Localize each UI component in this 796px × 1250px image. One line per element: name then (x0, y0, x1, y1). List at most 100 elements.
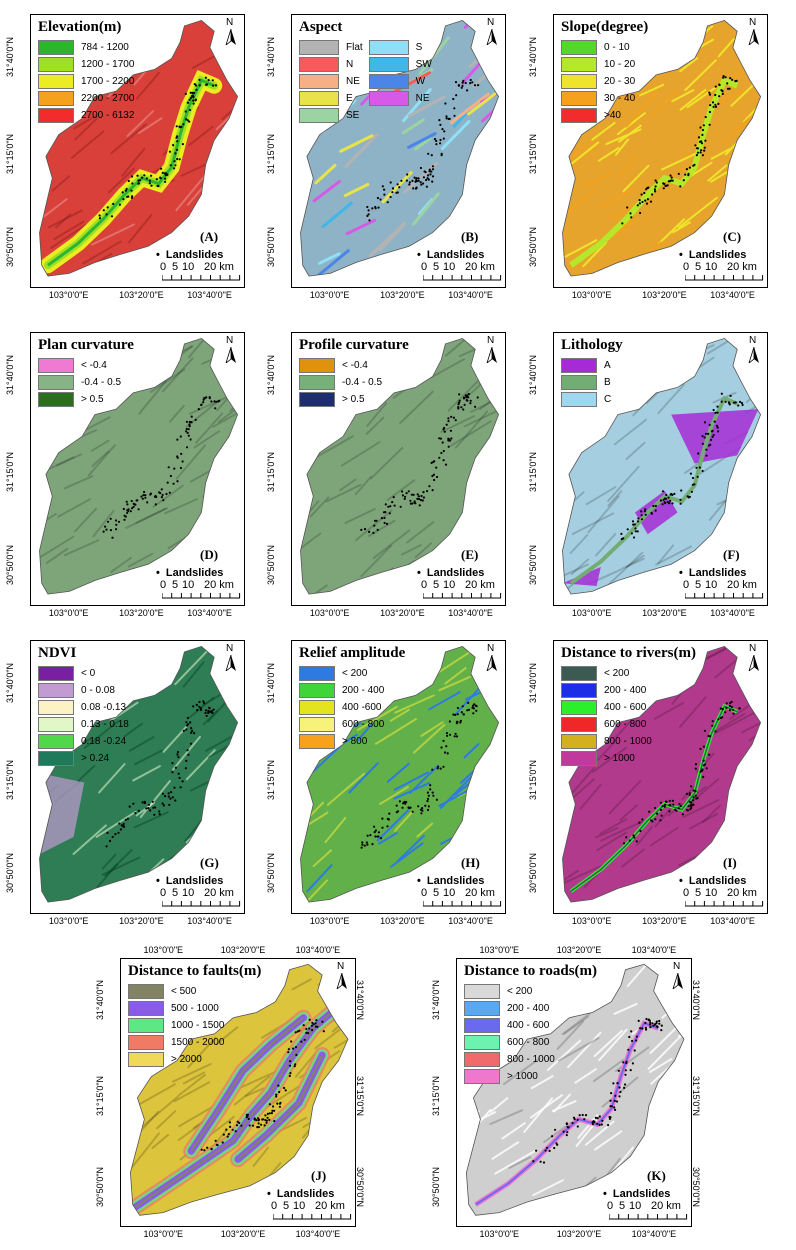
legend-swatch (464, 1001, 500, 1016)
map-legend: < 200 200 - 400 400 - 600 600 - 800 800 - 10… (464, 983, 555, 1085)
landslides-label: Landslides (688, 567, 747, 579)
longitude-tick: 103°20'0"E (220, 1229, 266, 1239)
legend-label: < -0.4 (81, 360, 107, 371)
latitude-tick: 30°50'0"N (266, 544, 277, 585)
map-legend: < -0.4 -0.4 - 0.5 > 0.5 (299, 357, 382, 408)
map-title: Slope(degree) (561, 19, 649, 35)
legend-label: 400 -600 (342, 702, 382, 713)
north-letter: N (673, 961, 681, 972)
landslides-legend: • Landslides (156, 567, 223, 579)
panel-label: (E) (461, 547, 479, 562)
legend-swatch (561, 57, 597, 72)
legend-item: < -0.4 (299, 357, 382, 374)
scale-tick-label: 0 (421, 887, 428, 899)
scale-tick-label: 5 (695, 887, 702, 899)
north-letter: N (226, 335, 234, 346)
legend-swatch (38, 717, 74, 732)
landslides-label: Landslides (165, 249, 224, 261)
map-legend: < 200 200 - 400 400 - 600 600 - 800 800 - 10… (561, 665, 652, 767)
legend-swatch (561, 734, 597, 749)
legend-label: 2700 - 6132 (81, 110, 135, 121)
legend-swatch (368, 74, 409, 89)
latitude-tick: 31°40'0"N (5, 662, 16, 703)
landslide-dot-icon: • (156, 875, 160, 887)
latitude-tick: 31°40'0"N (355, 979, 366, 1020)
panel-label: (K) (647, 1168, 666, 1183)
longitude-tick: 103°40'0"E (631, 1229, 677, 1239)
legend-label: NE (346, 76, 360, 87)
north-arrow-icon: N (747, 17, 761, 45)
legend-swatch (299, 700, 335, 715)
map-title: Distance to faults(m) (128, 963, 262, 979)
landslides-legend: • Landslides (267, 1188, 334, 1200)
legend-item: 200 - 400 (561, 682, 652, 699)
legend-label: 2200 - 2700 (81, 93, 135, 104)
latitude-tick: 31°15'0"N (5, 134, 16, 175)
map-title: Profile curvature (299, 337, 409, 353)
legend-label: > 1000 (604, 753, 635, 764)
latitude-tick: 30°50'0"N (528, 226, 539, 267)
scale-tick-label: 10 (705, 261, 718, 273)
north-letter: N (487, 335, 495, 346)
legend-item: 200 - 400 (464, 1000, 555, 1017)
legend-swatch (299, 666, 335, 681)
map-frame: Elevation(m) 784 - 1200 1200 - 1700 1700 - … (30, 14, 245, 288)
latitude-tick: 31°15'0"N (266, 134, 277, 175)
scale-tick-label: 10 (629, 1200, 642, 1212)
legend-item: S (368, 39, 432, 56)
map-frame: Plan curvature < -0.4 -0.4 - 0.5 > 0.5 N (D) •… (30, 332, 245, 606)
longitude-tick: 103°0'0"E (309, 608, 350, 618)
legend-item: 1200 - 1700 (38, 56, 134, 73)
legend-swatch (561, 666, 597, 681)
legend-item: < 200 (561, 665, 652, 682)
legend-label: > 800 (342, 736, 368, 747)
legend-swatch (299, 74, 339, 89)
legend-label: 30 - 40 (604, 93, 636, 104)
scale-tick-label: 5 (172, 261, 179, 273)
legend-swatch (38, 91, 74, 106)
landslide-points (366, 78, 480, 222)
north-letter: N (337, 961, 345, 972)
north-arrow-icon: N (485, 335, 499, 363)
legend-label: 0 - 0.08 (81, 685, 115, 696)
panel-label: (I) (723, 855, 737, 870)
legend-label: NE (415, 93, 430, 104)
map-legend: Flat S N SW NE W E NE SE (299, 39, 432, 124)
legend-item: > 0.5 (38, 391, 121, 408)
scale-tick-label: 5 (172, 887, 179, 899)
landslide-points (98, 76, 217, 220)
legend-swatch (561, 392, 597, 407)
legend-item: 400 - 600 (464, 1017, 555, 1034)
legend-item: 20 - 30 (561, 73, 635, 90)
legend-label: 500 - 1000 (171, 1003, 219, 1014)
legend-swatch (128, 1001, 164, 1016)
legend-swatch (464, 984, 500, 999)
legend-item: 400 - 600 (561, 699, 652, 716)
scale-tick-label: 20 km (465, 887, 495, 899)
landslide-dot-icon: • (417, 249, 421, 261)
legend-item: < 0 (38, 665, 129, 682)
map-legend: < -0.4 -0.4 - 0.5 > 0.5 (38, 357, 121, 408)
scale-tick-label: 0 (160, 887, 167, 899)
latitude-tick: 31°15'0"N (266, 760, 277, 801)
longitude-tick: 103°20'0"E (119, 608, 164, 618)
panel-label: (B) (461, 229, 479, 244)
legend-swatch (128, 1052, 164, 1067)
longitude-tick: 103°0'0"E (48, 290, 89, 300)
longitude-tick: 103°0'0"E (571, 916, 612, 926)
panel-label: (J) (311, 1168, 327, 1183)
scale-tick-label: 10 (443, 579, 456, 591)
legend-item: 2700 - 6132 (38, 107, 134, 124)
longitude-tick: 103°40'0"E (187, 916, 232, 926)
panel-label: (G) (200, 855, 219, 870)
legend-swatch (299, 57, 339, 72)
map-frame: Relief amplitude < 200 200 - 400 400 -600 60… (291, 640, 506, 914)
scale-tick-label: 10 (182, 261, 195, 273)
legend-label: 400 - 600 (507, 1020, 550, 1031)
scale-tick-label: 20 km (204, 579, 234, 591)
latitude-tick: 31°15'0"N (431, 1075, 442, 1116)
landslide-points (622, 700, 741, 845)
scale-tick-label: 0 (683, 887, 690, 899)
legend-item: < 200 (464, 983, 555, 1000)
